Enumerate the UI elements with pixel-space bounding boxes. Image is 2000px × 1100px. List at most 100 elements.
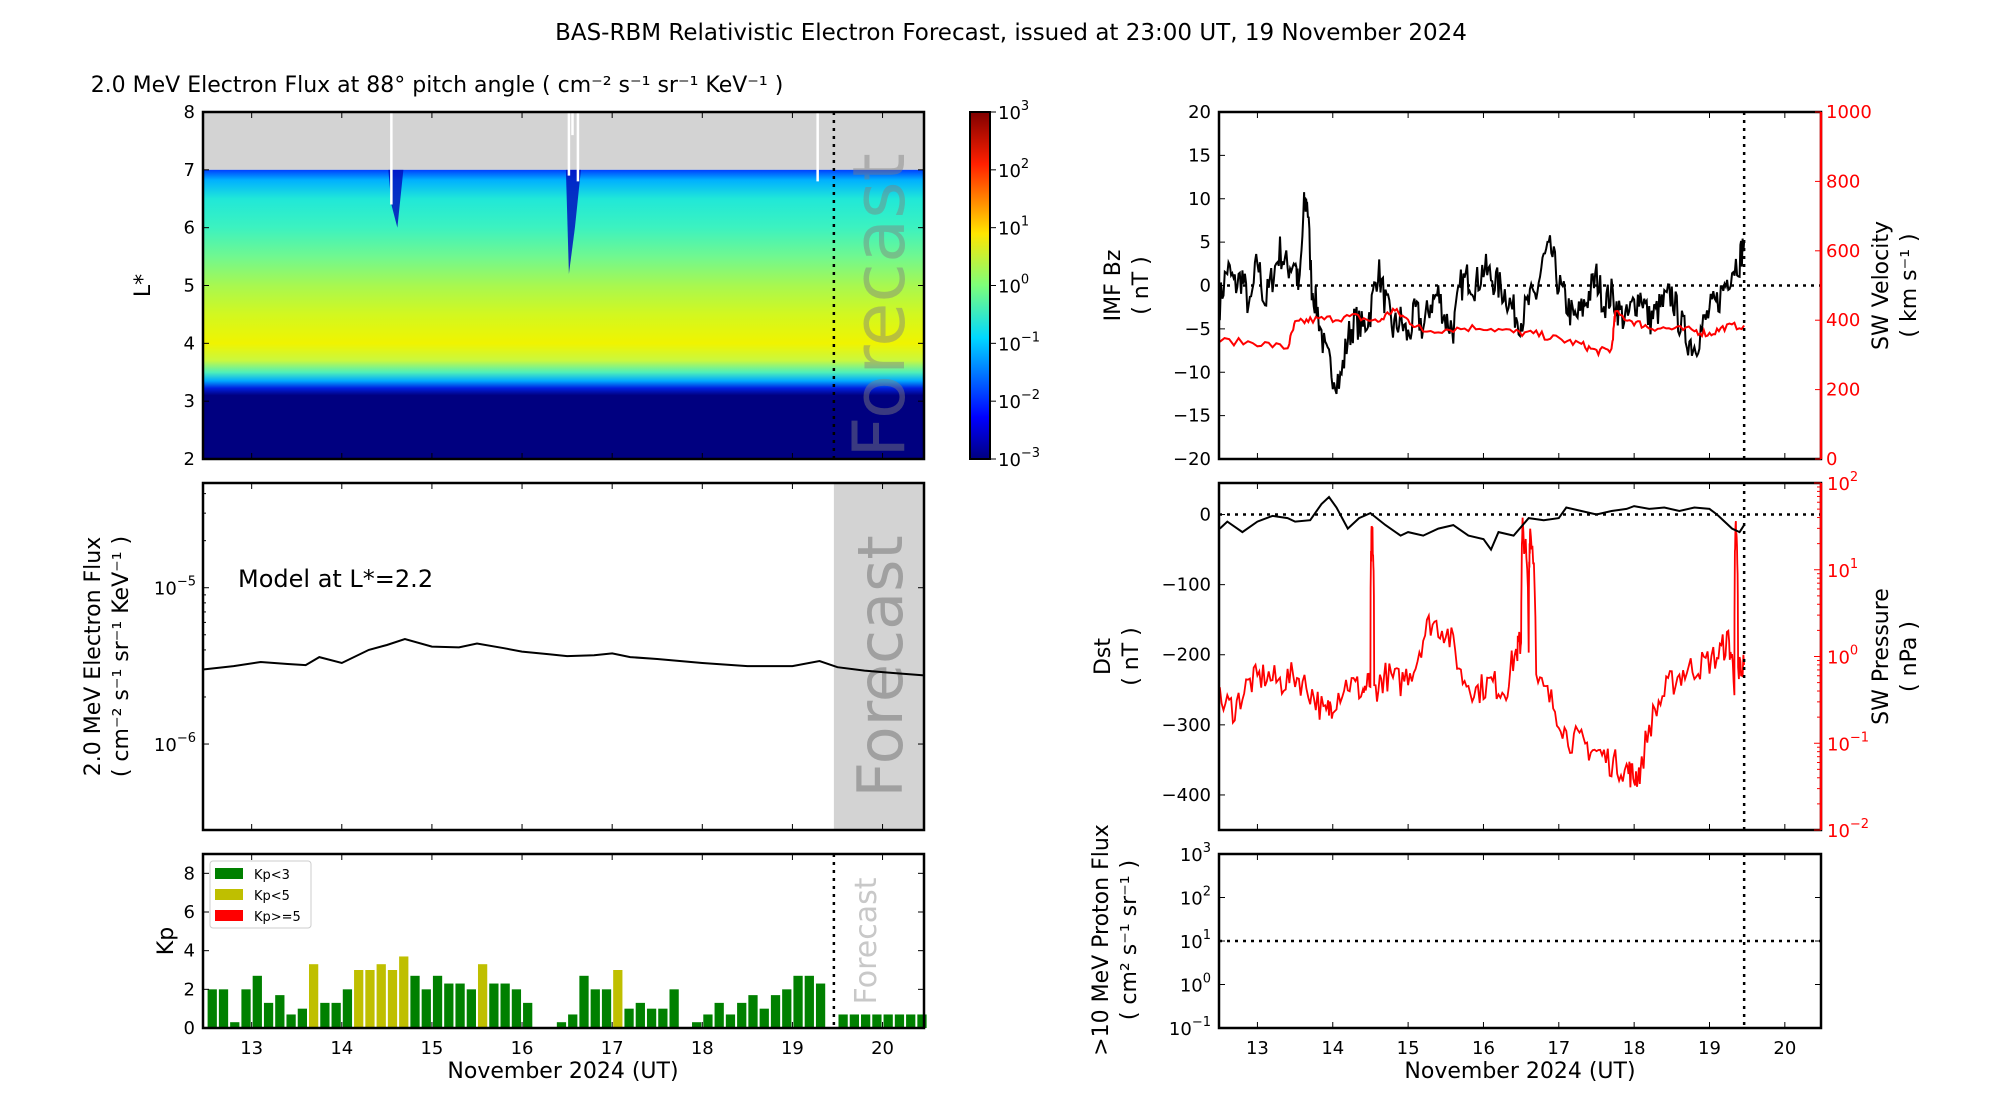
kp-bar [320, 1002, 330, 1028]
x-tick-label: 15 [1397, 1038, 1420, 1059]
kp-bar [331, 1002, 341, 1028]
y-tick-label-right: 200 [1826, 380, 1860, 401]
dst-ylabel: Dst [1091, 638, 1116, 675]
kp-bar [399, 956, 409, 1028]
kp-bar [455, 983, 465, 1028]
y-tick-label-right: 10−2 [1827, 817, 1869, 842]
kp-bar [308, 964, 319, 1028]
y-tick-label: 2 [184, 449, 195, 470]
y-tick-label: 102 [1180, 885, 1211, 910]
kp-bar [894, 1014, 905, 1028]
y-tick-label: 6 [184, 218, 195, 239]
y-tick-label: 103 [1180, 841, 1211, 866]
kp-bar [207, 989, 217, 1028]
legend-label: Kp<5 [254, 889, 290, 904]
x-tick-label: 14 [330, 1038, 353, 1059]
kp-bar [737, 1002, 747, 1028]
proton-ylabel: ( cm² s⁻¹ sr⁻¹ ) [1117, 860, 1142, 1020]
kp-bar [861, 1014, 871, 1028]
y-tick-label: −300 [1162, 715, 1211, 736]
x-tick-label: 16 [511, 1038, 534, 1059]
kp-bar [489, 983, 499, 1028]
forecast-shade [833, 483, 924, 830]
kp-bar [714, 1002, 724, 1028]
legend-swatch [215, 889, 243, 900]
kp-bar [748, 995, 758, 1028]
kp-bar [782, 989, 792, 1028]
kp-bar [466, 989, 476, 1028]
x-axis-label: November 2024 (UT) [447, 1059, 678, 1084]
imf-bz-line [1218, 192, 1746, 395]
heatmap-title: 2.0 MeV Electron Flux at 88° pitch angle… [91, 73, 784, 98]
x-tick-label: 17 [1547, 1038, 1570, 1059]
y-tick-label: 3 [184, 391, 195, 412]
y-tick-label-right: 102 [1827, 470, 1858, 495]
proton-ylabel: >10 MeV Proton Flux [1089, 824, 1114, 1056]
kp-bar [849, 1014, 860, 1028]
kp-bar [883, 1014, 893, 1028]
kp-bar [917, 1014, 927, 1028]
y-tick-label: −10 [1173, 362, 1211, 383]
kp-bar [500, 983, 510, 1028]
kp-bar [421, 989, 431, 1028]
kp-bar [646, 1008, 657, 1028]
colorbar-tick-label: 102 [998, 157, 1029, 182]
y-tick-label: −20 [1173, 449, 1211, 470]
kp-bar [872, 1014, 882, 1028]
colorbar [969, 111, 991, 460]
y-tick-label: 8 [184, 863, 195, 884]
kp-bar [230, 1022, 240, 1028]
colorbar-tick-label: 100 [998, 273, 1029, 298]
y-tick-label-right: 10−1 [1827, 730, 1869, 755]
colorbar-tick-label: 10−2 [998, 388, 1040, 413]
y-tick-label: 6 [184, 902, 195, 923]
x-axis-label: November 2024 (UT) [1404, 1059, 1635, 1084]
y-tick-label: 0 [184, 1018, 195, 1039]
kp-bar [241, 989, 251, 1028]
kp-bar [387, 970, 398, 1028]
kp-bar [365, 970, 375, 1028]
kp-bar [613, 970, 623, 1028]
y-tick-label-right: 400 [1826, 310, 1860, 331]
y-tick-label: 101 [1180, 928, 1211, 953]
y-tick-label: 10−6 [154, 731, 196, 756]
y-tick-label: 5 [184, 276, 195, 297]
y-tick-label: 7 [184, 160, 195, 181]
plot-layer: 2.0 MeV Electron Flux at 88° pitch angle… [81, 73, 1922, 1084]
sw-pressure-ylabel: SW Pressure [1869, 588, 1894, 725]
legend-swatch [215, 910, 243, 921]
kp-bar [793, 975, 803, 1028]
y-tick-label: 20 [1188, 102, 1211, 123]
kp-bar [624, 1008, 634, 1028]
model-annotation: Model at L*=2.2 [238, 565, 433, 593]
y-tick-label-right: 800 [1826, 171, 1860, 192]
kp-bar [342, 989, 353, 1028]
y-tick-label: 15 [1188, 145, 1211, 166]
kp-bar [590, 989, 600, 1028]
y-tick-label: 5 [1200, 232, 1211, 253]
kp-bar [523, 1002, 533, 1028]
y-tick-label: 2 [184, 979, 195, 1000]
kp-bar [838, 1014, 848, 1028]
kp-axes [201, 852, 926, 1030]
y-tick-label-right: 1000 [1826, 102, 1872, 123]
x-tick-label: 18 [691, 1038, 714, 1059]
flux-heatmap [203, 169, 924, 460]
y-tick-label: 100 [1180, 972, 1211, 997]
forecast-label: Forecast [849, 877, 884, 1004]
dst-line [1219, 495, 1745, 552]
kp-ylabel: Kp [154, 927, 179, 955]
kp-bar [568, 1014, 578, 1028]
flux-axes [201, 481, 926, 832]
kp-bar [770, 995, 781, 1028]
y-tick-label-right: 0 [1826, 449, 1837, 470]
forecast-label: Forecast [837, 153, 921, 458]
x-tick-label: 19 [1698, 1038, 1721, 1059]
forecast-label: Forecast [844, 535, 917, 797]
dst-ylabel: ( nT ) [1119, 627, 1144, 686]
colorbar-tick-label: 103 [998, 99, 1029, 124]
kp-bar [444, 983, 454, 1028]
colorbar-tick-label: 10−3 [998, 446, 1040, 471]
x-tick-label: 13 [240, 1038, 263, 1059]
x-tick-label: 18 [1623, 1038, 1646, 1059]
